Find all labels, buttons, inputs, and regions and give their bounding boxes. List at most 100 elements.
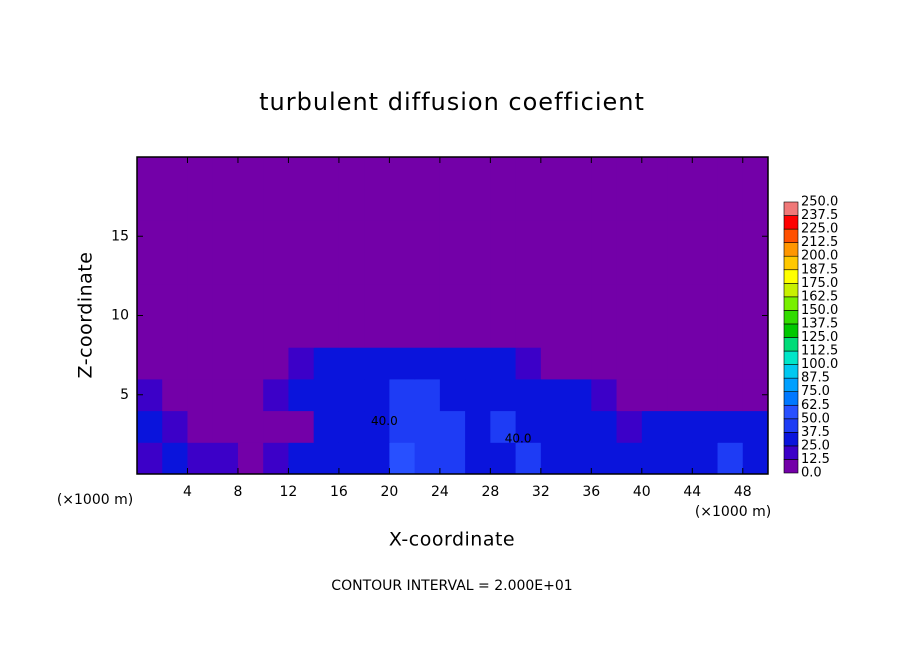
colorbar-label: 87.5 (801, 371, 830, 386)
heat-cell (490, 283, 517, 316)
y-axis-label: Z-coordinate (75, 252, 97, 379)
heat-cell (288, 442, 315, 475)
heat-cell (162, 157, 188, 190)
heat-cell (742, 283, 769, 316)
heat-cell (490, 188, 517, 221)
colorbar-band (783, 364, 799, 379)
heat-cell (692, 220, 719, 253)
heat-cell (540, 347, 567, 380)
heat-cell (692, 442, 719, 475)
heat-cell (263, 188, 289, 221)
heat-cell (288, 315, 315, 348)
x-tick-label: 44 (683, 484, 701, 500)
heat-cell (162, 347, 188, 380)
footer-note: CONTOUR INTERVAL = 2.000E+01 (331, 578, 572, 594)
heat-cell (717, 188, 744, 221)
heat-cell (490, 220, 517, 253)
heat-cell (465, 252, 491, 285)
heat-cell (288, 252, 315, 285)
heat-cell (591, 220, 618, 253)
heat-cell (591, 283, 618, 316)
heat-cell (364, 315, 390, 348)
heat-cell (137, 442, 163, 475)
colorbar-band (783, 337, 799, 352)
heat-cell (137, 283, 163, 316)
heat-cell (338, 220, 365, 253)
heat-cell (566, 410, 592, 443)
heat-cell (237, 157, 264, 190)
colorbar-label: 187.5 (801, 262, 838, 277)
colorbar-label: 150.0 (801, 303, 838, 318)
heat-cell (742, 347, 769, 380)
heat-cell (263, 410, 289, 443)
heat-cell (364, 188, 390, 221)
heat-cell (465, 188, 491, 221)
heat-cell (616, 157, 643, 190)
heat-cell (490, 347, 517, 380)
heat-cell (162, 442, 188, 475)
colorbar-band (783, 201, 799, 216)
heat-cell (389, 283, 416, 316)
colorbar-label: 125.0 (801, 330, 838, 345)
x-tick-label: 48 (734, 484, 752, 500)
heat-cell (137, 188, 163, 221)
heat-cell (187, 315, 214, 348)
x-axis-label: X-coordinate (389, 529, 515, 551)
heat-cell (137, 157, 163, 190)
heat-cell (389, 157, 416, 190)
heat-cell (667, 220, 693, 253)
heat-cell (591, 252, 618, 285)
heat-cell (465, 157, 491, 190)
colorbar-band (783, 296, 799, 311)
heat-cell (338, 188, 365, 221)
heat-cell (338, 410, 365, 443)
heat-cell (515, 188, 542, 221)
heat-cell (641, 410, 668, 443)
heat-cell (263, 283, 289, 316)
heat-cell (540, 410, 567, 443)
heat-cell (465, 220, 491, 253)
x-unit-label: (×1000 m) (57, 492, 133, 508)
heat-cell (515, 283, 542, 316)
heat-cell (338, 252, 365, 285)
heat-cell (414, 252, 441, 285)
heat-cell (389, 378, 416, 412)
heat-cell (515, 252, 542, 285)
heat-cell (641, 347, 668, 380)
heat-cell (742, 410, 769, 443)
heat-cell (465, 442, 491, 475)
heat-cell (566, 157, 592, 190)
colorbar-band (783, 445, 799, 460)
colorbar-label: 137.5 (801, 316, 838, 331)
heat-cell (187, 220, 214, 253)
heat-cell (566, 347, 592, 380)
heat-cell (212, 283, 239, 316)
colorbar-label: 212.5 (801, 235, 838, 250)
colorbar-label: 37.5 (801, 425, 830, 440)
heat-cell (465, 315, 491, 348)
heat-cell (364, 283, 390, 316)
heat-cell (515, 220, 542, 253)
heat-cell (717, 442, 744, 475)
heat-cell (389, 442, 416, 475)
heat-cell (389, 252, 416, 285)
heat-cell (389, 188, 416, 221)
heat-cell (313, 378, 340, 412)
heat-cell (414, 188, 441, 221)
heat-cell (616, 442, 643, 475)
colorbar-band (783, 269, 799, 284)
heat-cell (540, 188, 567, 221)
heat-cell (187, 252, 214, 285)
heat-cell (364, 157, 390, 190)
colorbar-label: 250.0 (801, 195, 838, 210)
colorbar-band (783, 323, 799, 338)
heat-cell (717, 347, 744, 380)
heat-cell (414, 220, 441, 253)
heat-cell (439, 252, 466, 285)
heat-cell (414, 410, 441, 443)
heat-cell (591, 315, 618, 348)
x-tick-label: 36 (582, 484, 600, 500)
heat-cell (591, 188, 618, 221)
colorbar-band (783, 242, 799, 257)
